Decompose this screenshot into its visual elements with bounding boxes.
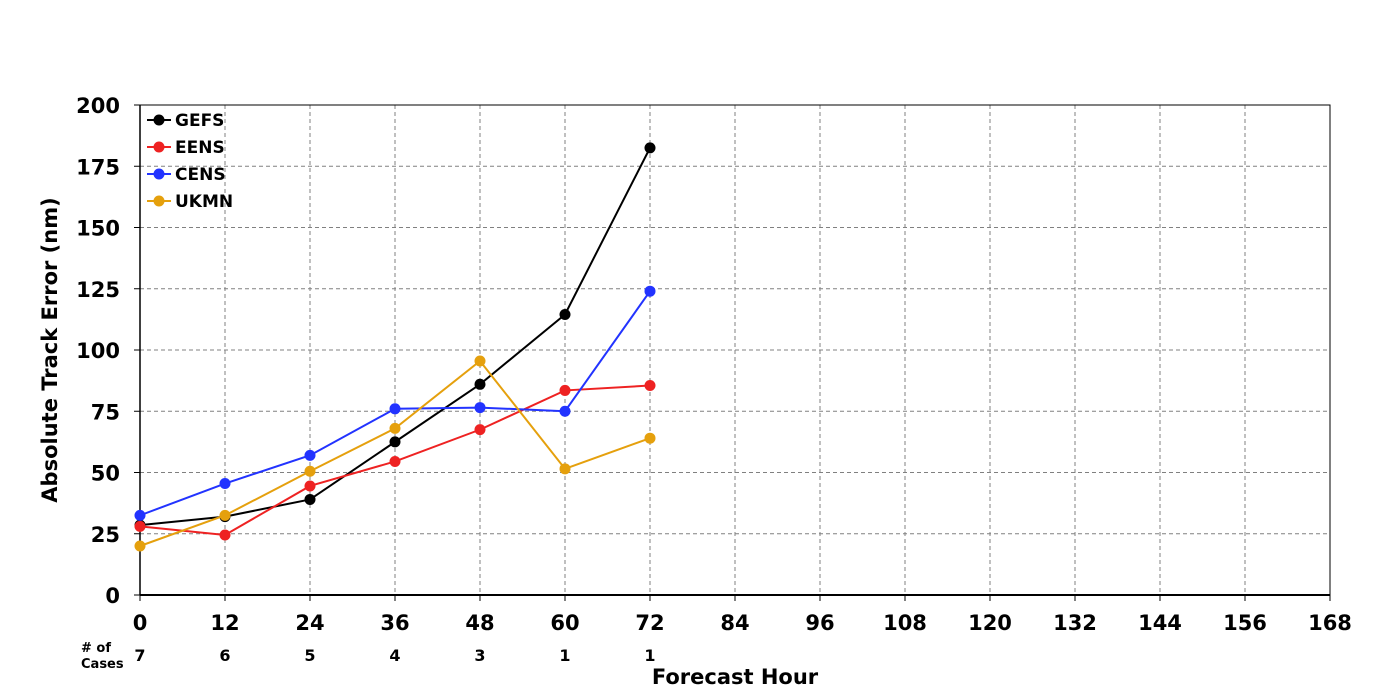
cases-row: # of Cases 7 6 5 4 3 1 1 xyxy=(81,641,656,672)
x-tick-label: 60 xyxy=(550,611,579,635)
cases-title-line1: # of xyxy=(81,641,111,656)
x-tick-label: 132 xyxy=(1053,611,1097,635)
x-tick-label: 144 xyxy=(1138,611,1182,635)
data-point-cens xyxy=(219,478,231,490)
y-tick-label: 75 xyxy=(91,400,120,424)
x-tick-label: 12 xyxy=(210,611,239,635)
x-axis-title: Forecast Hour xyxy=(652,665,819,689)
data-point-cens xyxy=(389,403,401,415)
data-point-ukmn xyxy=(559,463,571,475)
series-lines xyxy=(134,142,656,552)
legend: GEFS EENS CENS UKMN xyxy=(147,111,233,212)
x-tick-labels: 0 12 24 36 48 60 72 84 96 108 120 132 144 156 168 xyxy=(133,611,1352,635)
data-point-ukmn xyxy=(304,465,316,477)
data-point-ukmn xyxy=(219,509,231,521)
data-point-eens xyxy=(389,455,401,467)
data-point-gefs xyxy=(474,378,486,390)
y-tick-label: 0 xyxy=(105,584,120,608)
legend-label-gefs: GEFS xyxy=(175,111,224,131)
case-count: 3 xyxy=(474,646,485,665)
data-point-gefs xyxy=(559,308,571,320)
x-tick-label: 36 xyxy=(380,611,409,635)
data-point-eens xyxy=(644,380,656,392)
y-tick-label: 175 xyxy=(76,155,120,179)
case-count: 1 xyxy=(559,646,570,665)
legend-marker-cens xyxy=(153,168,165,180)
cases-title-line2: Cases xyxy=(81,657,124,672)
y-tick-label: 25 xyxy=(91,523,120,547)
data-point-gefs xyxy=(389,436,401,448)
case-count: 7 xyxy=(134,646,145,665)
data-point-gefs xyxy=(304,493,316,505)
legend-marker-eens xyxy=(153,141,165,153)
data-point-eens xyxy=(134,520,146,532)
data-point-cens xyxy=(304,449,316,461)
case-count: 6 xyxy=(219,646,230,665)
x-tick-label: 72 xyxy=(635,611,664,635)
case-count: 4 xyxy=(389,646,400,665)
y-tick-labels: 0 25 50 75 100 125 150 175 200 xyxy=(76,94,120,608)
x-tick-label: 24 xyxy=(295,611,324,635)
data-point-cens xyxy=(559,405,571,417)
data-point-cens xyxy=(134,509,146,521)
case-count: 5 xyxy=(304,646,315,665)
legend-marker-ukmn xyxy=(153,195,165,207)
x-tick-label: 0 xyxy=(133,611,148,635)
x-tick-label: 168 xyxy=(1308,611,1352,635)
data-point-gefs xyxy=(644,142,656,154)
x-tick-label: 96 xyxy=(805,611,834,635)
data-point-ukmn xyxy=(134,540,146,552)
x-tick-label: 156 xyxy=(1223,611,1267,635)
data-point-eens xyxy=(304,480,316,492)
y-tick-label: 50 xyxy=(91,462,120,486)
data-point-eens xyxy=(559,384,571,396)
x-tick-label: 48 xyxy=(465,611,494,635)
legend-marker-gefs xyxy=(153,114,165,126)
legend-label-eens: EENS xyxy=(175,138,225,158)
data-point-cens xyxy=(644,285,656,297)
x-tick-label: 120 xyxy=(968,611,1012,635)
y-tick-label: 125 xyxy=(76,278,120,302)
legend-label-cens: CENS xyxy=(175,165,226,185)
data-point-eens xyxy=(474,424,486,436)
case-count: 1 xyxy=(644,646,655,665)
x-tick-label: 108 xyxy=(883,611,927,635)
y-tick-label: 150 xyxy=(76,217,120,241)
data-point-cens xyxy=(474,402,486,414)
y-tick-label: 100 xyxy=(76,339,120,363)
data-point-ukmn xyxy=(474,355,486,367)
legend-label-ukmn: UKMN xyxy=(175,192,233,212)
y-tick-label: 200 xyxy=(76,94,120,118)
data-point-ukmn xyxy=(644,432,656,444)
data-point-eens xyxy=(219,529,231,541)
y-axis-title: Absolute Track Error (nm) xyxy=(38,197,62,502)
grid-lines xyxy=(140,105,1330,595)
data-point-ukmn xyxy=(389,422,401,434)
axes xyxy=(134,104,1331,601)
x-tick-label: 84 xyxy=(720,611,749,635)
